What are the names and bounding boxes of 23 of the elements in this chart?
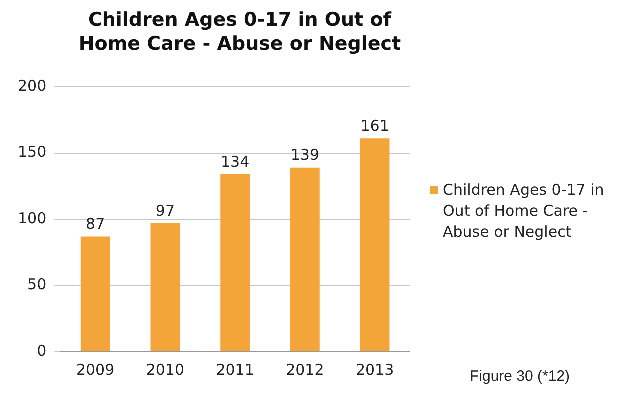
y-tick-label: 100 bbox=[18, 209, 47, 228]
bar bbox=[360, 138, 390, 352]
legend-label: Children Ages 0-17 in Out of Home Care - Abuse or Neglect bbox=[443, 180, 606, 243]
x-tick-label: 2013 bbox=[356, 360, 394, 379]
y-tick-label: 150 bbox=[18, 143, 47, 162]
bar bbox=[290, 168, 320, 352]
chart-title: Children Ages 0-17 in Out of Home Care - Abuse or Neglect bbox=[78, 8, 402, 56]
data-label: 161 bbox=[360, 117, 390, 136]
caption: Figure 30 (*12) bbox=[470, 368, 570, 385]
data-label: 87 bbox=[86, 215, 106, 234]
x-tick-label: 2010 bbox=[146, 360, 185, 379]
bar bbox=[220, 174, 250, 352]
y-tick-label: 50 bbox=[28, 276, 47, 294]
data-label: 139 bbox=[290, 146, 320, 164]
data-label: 97 bbox=[156, 202, 175, 220]
x-tick-label: 2011 bbox=[216, 360, 254, 379]
bar bbox=[80, 236, 110, 352]
y-tick-label: 0 bbox=[37, 342, 47, 360]
y-tick-label: 200 bbox=[18, 76, 47, 95]
x-tick-label: 2009 bbox=[76, 360, 115, 379]
x-tick-label: 2012 bbox=[286, 360, 324, 379]
bar bbox=[150, 223, 180, 352]
data-label: 134 bbox=[220, 152, 250, 171]
